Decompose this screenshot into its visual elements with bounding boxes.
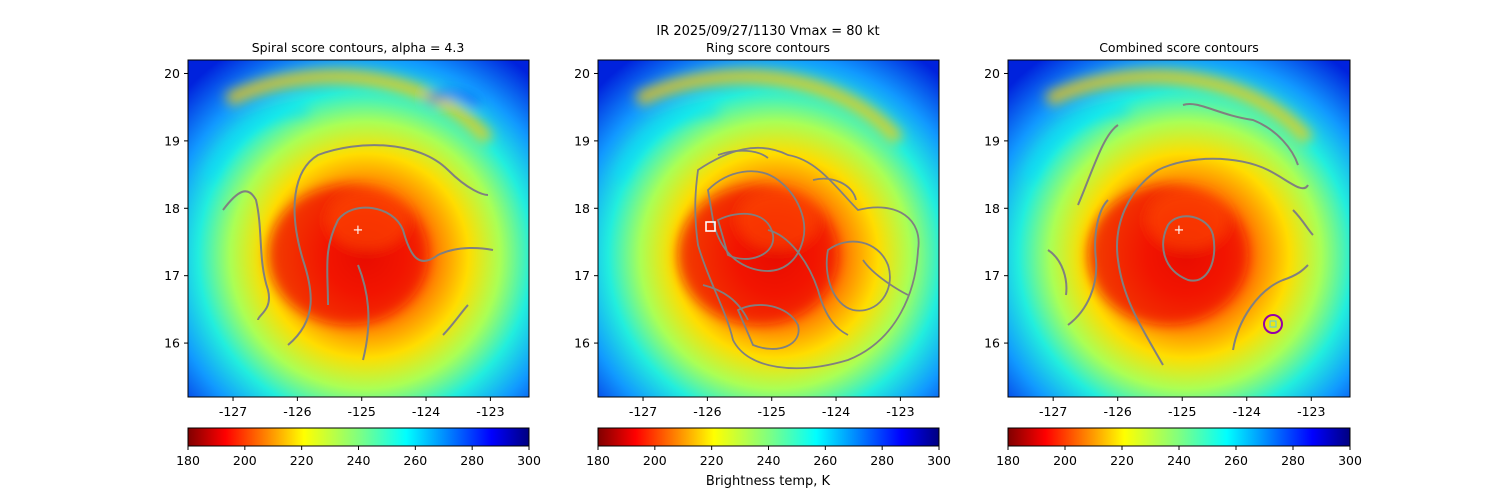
panel-ring-title: Ring score contours [706,40,830,55]
panel-ring-xtick-label: -126 [693,404,721,419]
panel-combined-colorbar-tick-label: 240 [1167,453,1191,468]
panel-combined-colorbar-tick-label: 280 [1281,453,1305,468]
panel-spiral-center-marker: + [353,223,364,238]
panel-spiral-xtick-label: -123 [476,404,504,419]
panel-spiral-xtick-label: -125 [348,404,376,419]
panel-combined-colorbar-tick-label: 200 [1053,453,1077,468]
panel-spiral-xtick-label: -127 [219,404,247,419]
panel-spiral-title: Spiral score contours, alpha = 4.3 [252,40,465,55]
panel-ring-square-marker [705,221,716,232]
panel-ring-xticks: -127 -126 -125 -124 -123 [629,397,915,419]
panel-combined-ytick-label: 16 [984,336,1000,351]
panel-spiral-ytick-label: 17 [164,268,180,283]
panel-ring-ytick-label: 19 [574,133,590,148]
panel-ring-colorbar-ticks: 180 200 220 240 260 280 300 [586,446,951,468]
panel-spiral-xticks: -127 -126 -125 -124 -123 [219,397,505,419]
panel-spiral-colorbar-tick-label: 180 [176,453,200,468]
panel-combined-xtick-label: -127 [1039,404,1067,419]
panel-combined-xticks: -127 -126 -125 -124 -123 [1039,397,1325,419]
panel-spiral-xtick-label: -126 [283,404,311,419]
colorbar-label: Brightness temp, K [706,474,831,489]
panel-combined-colorbar: 180 200 220 240 260 280 300 [996,427,1362,468]
figure-suptitle: IR 2025/09/27/1130 Vmax = 80 kt [656,24,879,39]
panel-spiral-ytick-label: 19 [164,133,180,148]
panel-ring-colorbar: 180 200 220 240 260 280 300 [586,427,951,468]
panel-ring-yticks: 16 17 18 19 20 [574,66,598,351]
panel-ring-ytick-label: 16 [574,336,590,351]
panel-spiral-yticks: 16 17 18 19 20 [164,66,188,351]
panel-combined-title: Combined score contours [1099,40,1259,55]
panel-spiral-colorbar-tick-label: 240 [347,453,371,468]
panel-combined-xtick-label: -126 [1104,404,1132,419]
panel-ring-xtick-label: -127 [629,404,657,419]
panel-ring-xtick-label: -124 [822,404,850,419]
panel-spiral-colorbar-tick-label: 260 [403,453,427,468]
panel-combined-frame [1007,59,1351,398]
panel-spiral-xtick-label: -124 [412,404,440,419]
panel-combined-colorbar-tick-label: 260 [1224,453,1248,468]
panel-ring-ytick-label: 17 [574,268,590,283]
panel-combined-circle-marker [1263,314,1283,334]
panel-combined-xtick-label: -123 [1297,404,1325,419]
panel-ring-xtick-label: -123 [886,404,914,419]
panel-ring-xtick-label: -125 [758,404,786,419]
panel-ring-colorbar-tick-label: 240 [757,453,781,468]
panel-combined-colorbar-tick-label: 220 [1110,453,1134,468]
panel-spiral: Spiral score contours, alpha = 4.3 + -12… [164,40,541,468]
panel-ring-frame [597,59,940,398]
panel-spiral-ytick-label: 16 [164,336,180,351]
panel-combined-colorbar-tick-label: 300 [1338,453,1362,468]
panel-spiral-frame [187,59,530,398]
panel-ring-colorbar-tick-label: 200 [643,453,667,468]
panel-combined-yticks: 16 17 18 19 20 [984,66,1008,351]
panel-ring-colorbar-tick-label: 300 [927,453,951,468]
panel-combined-ytick-label: 19 [984,133,1000,148]
panel-combined-center-marker: + [1174,223,1185,238]
panel-ring-colorbar-tick-label: 220 [700,453,724,468]
panel-spiral-colorbar-tick-label: 300 [517,453,541,468]
panel-combined-xtick-label: -124 [1233,404,1261,419]
panel-spiral-colorbar-tick-label: 200 [233,453,257,468]
panel-combined-colorbar-ticks: 180 200 220 240 260 280 300 [996,446,1362,468]
panel-combined-ytick-label: 17 [984,268,1000,283]
panel-combined-xtick-label: -125 [1168,404,1196,419]
panel-spiral-ytick-label: 20 [164,66,180,81]
panel-spiral-colorbar-ticks: 180 200 220 240 260 280 300 [176,446,541,468]
panel-spiral-colorbar-tick-label: 280 [460,453,484,468]
panel-spiral-colorbar: 180 200 220 240 260 280 300 [176,427,541,468]
panel-combined: Combined score contours + [984,40,1362,468]
panel-spiral-ytick-label: 18 [164,201,180,216]
panel-combined-circle-marker-square [1269,320,1277,328]
panel-ring-colorbar-tick-label: 180 [586,453,610,468]
panel-combined-ytick-label: 18 [984,201,1000,216]
panel-spiral-colorbar-tick-label: 220 [290,453,314,468]
panel-ring: Ring score contours [574,40,951,489]
panel-ring-colorbar-tick-label: 280 [870,453,894,468]
panel-combined-ytick-label: 20 [984,66,1000,81]
panel-combined-heatmap: + [1008,60,1350,397]
panel-spiral-heatmap: + [188,60,529,397]
panel-combined-colorbar-tick-label: 180 [996,453,1020,468]
panel-ring-colorbar-tick-label: 260 [813,453,837,468]
panel-ring-heatmap [598,60,939,397]
panel-ring-ytick-label: 20 [574,66,590,81]
panel-ring-ytick-label: 18 [574,201,590,216]
